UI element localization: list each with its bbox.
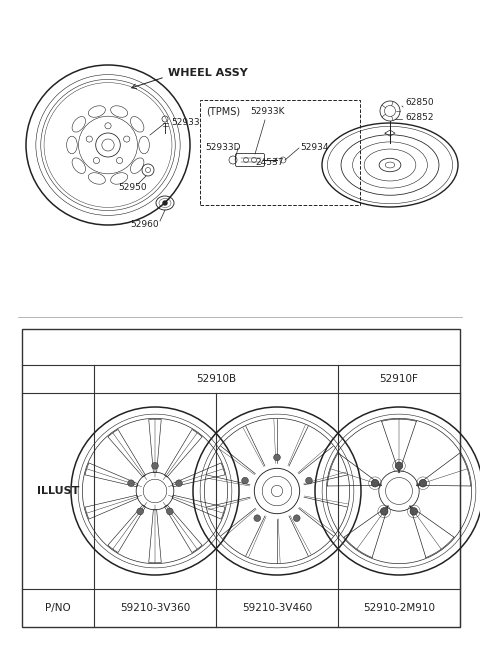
- Text: (TPMS): (TPMS): [206, 106, 240, 116]
- Text: 52933: 52933: [171, 118, 200, 127]
- Text: 62850: 62850: [405, 98, 433, 107]
- Text: 59210-3V460: 59210-3V460: [242, 603, 312, 613]
- Text: 59210-3V360: 59210-3V360: [120, 603, 190, 613]
- Text: 52933K: 52933K: [250, 107, 285, 116]
- Text: 52934: 52934: [300, 143, 328, 152]
- Circle shape: [242, 477, 249, 484]
- Bar: [22, 329, 460, 627]
- Text: 52960: 52960: [130, 220, 158, 229]
- Circle shape: [410, 508, 418, 515]
- Circle shape: [371, 479, 379, 487]
- Circle shape: [137, 508, 144, 515]
- Circle shape: [152, 462, 158, 469]
- Bar: [200, 100, 360, 205]
- Text: 52910-2M910: 52910-2M910: [363, 603, 435, 613]
- Text: 52910F: 52910F: [380, 374, 419, 384]
- Circle shape: [167, 508, 173, 515]
- Circle shape: [419, 479, 427, 487]
- Text: WHEEL ASSY: WHEEL ASSY: [168, 68, 248, 78]
- Text: 52933D: 52933D: [205, 143, 240, 152]
- Circle shape: [128, 480, 134, 487]
- Circle shape: [293, 515, 300, 521]
- Text: 52910B: 52910B: [196, 374, 236, 384]
- Text: P/NO: P/NO: [45, 603, 71, 613]
- Circle shape: [381, 508, 388, 515]
- Text: 62852: 62852: [405, 113, 433, 122]
- Circle shape: [176, 480, 182, 487]
- Text: 24537: 24537: [255, 158, 284, 167]
- Circle shape: [254, 515, 261, 521]
- Circle shape: [306, 477, 312, 484]
- Circle shape: [163, 201, 167, 205]
- Circle shape: [395, 462, 403, 470]
- Circle shape: [274, 454, 280, 460]
- Text: 52950: 52950: [118, 183, 146, 192]
- Text: ILLUST: ILLUST: [37, 486, 79, 496]
